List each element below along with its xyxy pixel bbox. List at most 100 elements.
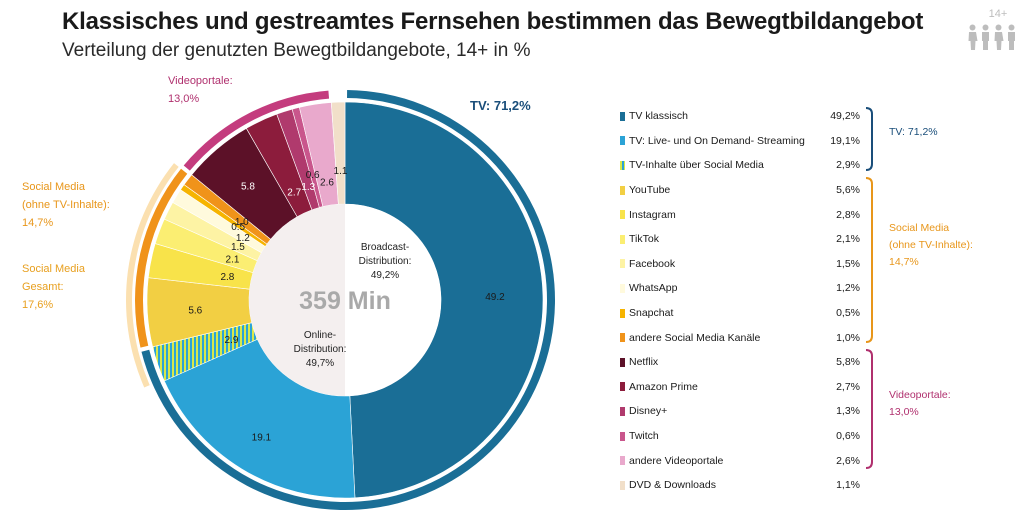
slice-value-label: 1.0 [235, 217, 249, 228]
legend-bracket-videoportale [866, 350, 872, 468]
legend-group-tv: TV: 71,2% [889, 124, 938, 141]
legend-value: 49,2% [812, 110, 860, 122]
legend-value: 2,9% [812, 159, 860, 171]
audience-badge: 14+ [960, 8, 1024, 50]
legend-label: Netflix [629, 356, 812, 368]
slice-value-label: 2.1 [226, 254, 240, 265]
legend-label: Instagram [629, 209, 812, 221]
legend-item: TV-Inhalte über Social Media 2,9% [620, 153, 860, 178]
legend-swatch [620, 309, 625, 318]
ring-label-tv: TV: 71,2% [470, 97, 531, 115]
legend-group-videoportale: Videoportale: 13,0% [889, 387, 951, 421]
legend-label: andere Social Media Kanäle [629, 332, 812, 344]
legend-group-social-media: Social Media (ohne TV-Inhalte): 14,7% [889, 220, 973, 271]
legend-swatch [620, 358, 625, 367]
legend-value: 5,8% [812, 356, 860, 368]
slice-value-label: 0.6 [306, 170, 320, 181]
slice-value-label: 2.9 [225, 335, 239, 346]
inner-broadcast-label-line-0: Broadcast- [361, 242, 409, 253]
legend-swatch [620, 259, 625, 268]
slice-value-label: 5.8 [241, 182, 255, 193]
legend-item: YouTube 5,6% [620, 178, 860, 203]
inner-broadcast-label-line-2: 49,2% [371, 270, 399, 281]
inner-broadcast-label-line-1: Distribution: [359, 256, 412, 267]
legend-item: Facebook 1,5% [620, 252, 860, 277]
legend-label: Disney+ [629, 405, 812, 417]
legend-swatch [620, 481, 625, 490]
legend-swatch [620, 382, 625, 391]
slice-value-label: 2.8 [220, 272, 234, 283]
legend-label: TV-Inhalte über Social Media [629, 159, 812, 171]
legend-label: DVD & Downloads [629, 479, 812, 491]
ring-label-social-media: Social Media (ohne TV-Inhalte): 14,7% [22, 178, 110, 232]
legend-value: 1,2% [812, 282, 860, 294]
legend-swatch [620, 432, 625, 441]
legend-swatch [620, 407, 625, 416]
legend-value: 2,1% [812, 233, 860, 245]
legend-item: Netflix 5,8% [620, 350, 860, 375]
legend-item: TikTok 2,1% [620, 227, 860, 252]
legend-swatch [620, 161, 625, 170]
legend-item: TV: Live- und On Demand- Streaming 19,1% [620, 129, 860, 154]
legend-item: andere Videoportale 2,6% [620, 448, 860, 473]
legend-item: Instagram 2,8% [620, 202, 860, 227]
inner-online-label-line-0: Online- [304, 330, 336, 341]
slice-value-label: 1.3 [301, 182, 315, 193]
slice-value-label: 19.1 [252, 432, 272, 443]
legend-swatch [620, 112, 625, 121]
legend-swatch [620, 136, 625, 145]
legend-bracket-social-media [866, 178, 872, 342]
legend-value: 5,6% [812, 184, 860, 196]
legend-item: Snapchat 0,5% [620, 301, 860, 326]
legend-value: 0,6% [812, 430, 860, 442]
legend-value: 19,1% [812, 135, 860, 147]
legend-label: Facebook [629, 258, 812, 270]
legend-label: andere Videoportale [629, 455, 812, 467]
ring-label-videoportale: Videoportale: 13,0% [168, 72, 233, 108]
legend-label: WhatsApp [629, 282, 812, 294]
legend-label: Twitch [629, 430, 812, 442]
legend-value: 1,5% [812, 258, 860, 270]
legend-swatch [620, 235, 625, 244]
ring-label-social-media-gesamt: Social Media Gesamt: 17,6% [22, 260, 85, 314]
legend-item: Amazon Prime 2,7% [620, 375, 860, 400]
people-icon [960, 24, 1024, 50]
slice-value-label: 1.2 [236, 233, 250, 244]
legend-label: Snapchat [629, 307, 812, 319]
legend-item: WhatsApp 1,2% [620, 276, 860, 301]
legend-label: YouTube [629, 184, 812, 196]
legend-value: 2,7% [812, 381, 860, 393]
inner-online-label-line-2: 49,7% [306, 358, 334, 369]
legend-label: TV: Live- und On Demand- Streaming [629, 135, 812, 147]
legend-label: Amazon Prime [629, 381, 812, 393]
legend-label: TikTok [629, 233, 812, 245]
legend-item: Twitch 0,6% [620, 424, 860, 449]
slice-value-label: 5.6 [188, 305, 202, 316]
audience-badge-label: 14+ [972, 8, 1024, 20]
chart-legend: TV klassisch 49,2% TV: Live- und On Demand… [620, 104, 860, 498]
slice-value-label: 2.7 [287, 187, 301, 198]
legend-swatch [620, 456, 625, 465]
legend-swatch [620, 186, 625, 195]
legend-value: 1,1% [812, 479, 860, 491]
legend-value: 2,6% [812, 455, 860, 467]
legend-bracket-tv [866, 108, 872, 170]
center-total-label: 359 Min [299, 287, 391, 315]
slice-value-label: 1.1 [334, 166, 348, 177]
legend-value: 2,8% [812, 209, 860, 221]
legend-item: andere Social Media Kanäle 1,0% [620, 325, 860, 350]
legend-swatch [620, 333, 625, 342]
legend-item: TV klassisch 49,2% [620, 104, 860, 129]
legend-value: 0,5% [812, 307, 860, 319]
legend-item: DVD & Downloads 1,1% [620, 473, 860, 498]
slice-value-label: 49.2 [485, 292, 505, 303]
slice-value-label: 2.6 [320, 177, 334, 188]
inner-online-label-line-1: Distribution: [294, 344, 347, 355]
page-title: Klassisches und gestreamtes Fernsehen be… [62, 8, 923, 36]
legend-label: TV klassisch [629, 110, 812, 122]
legend-swatch [620, 284, 625, 293]
legend-value: 1,3% [812, 405, 860, 417]
legend-value: 1,0% [812, 332, 860, 344]
legend-item: Disney+ 1,3% [620, 399, 860, 424]
